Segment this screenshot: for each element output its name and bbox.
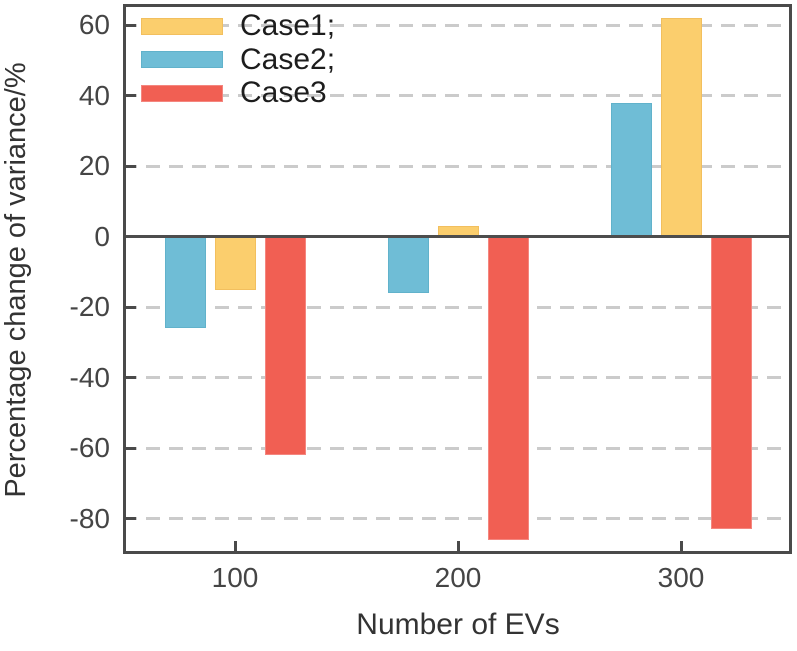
gridline: [123, 517, 792, 521]
bar-case2-300: [610, 102, 652, 237]
y-tick-label: -40: [69, 361, 110, 393]
plot-area: [123, 4, 792, 554]
gridline: [123, 305, 792, 309]
legend: Case1; Case2; Case3: [0, 0, 420, 120]
x-tick-mark: [456, 541, 460, 551]
x-tick-label: 100: [211, 562, 259, 593]
x-tick-label: 300: [657, 562, 705, 593]
x-tick-mark: [679, 541, 683, 551]
gridline: [123, 94, 792, 98]
gridline: [123, 376, 792, 380]
bar-case3-200: [487, 236, 529, 540]
legend-swatch-case3: [141, 85, 223, 102]
bar-case1-100: [214, 236, 256, 290]
y-tick-mark: [126, 164, 136, 168]
y-tick-mark: [126, 446, 136, 450]
y-tick-mark: [126, 94, 136, 98]
gridline: [123, 23, 792, 27]
y-tick-mark: [126, 376, 136, 380]
y-tick-mark: [126, 305, 136, 309]
zero-line: [123, 235, 792, 239]
y-tick-label: 40: [78, 79, 110, 111]
legend-label-case2: Case2;: [240, 43, 336, 76]
y-tick-label: 0: [94, 220, 110, 252]
gridline: [123, 446, 792, 450]
y-tick-label: -80: [69, 502, 110, 534]
gridline: [123, 164, 792, 168]
legend-label-case3: Case3: [240, 76, 327, 109]
bar-case3-100: [264, 236, 306, 456]
bar-case1-300: [660, 18, 702, 237]
y-tick-label: 60: [78, 9, 110, 41]
bar-case2-100: [164, 236, 206, 329]
x-axis-title: Number of EVs: [356, 608, 560, 641]
y-tick-label: -20: [69, 291, 110, 323]
x-tick-mark: [233, 541, 237, 551]
x-tick-label: 200: [434, 562, 482, 593]
bar-case2-200: [387, 236, 429, 294]
legend-swatch-case2: [141, 51, 223, 68]
y-tick-label: 20: [78, 150, 110, 182]
bar-case3-300: [710, 236, 752, 530]
legend-label-case1: Case1;: [240, 9, 336, 42]
y-tick-label: -60: [69, 432, 110, 464]
legend-swatch-case1: [141, 18, 223, 35]
y-tick-mark: [126, 23, 136, 27]
y-tick-mark: [126, 517, 136, 521]
